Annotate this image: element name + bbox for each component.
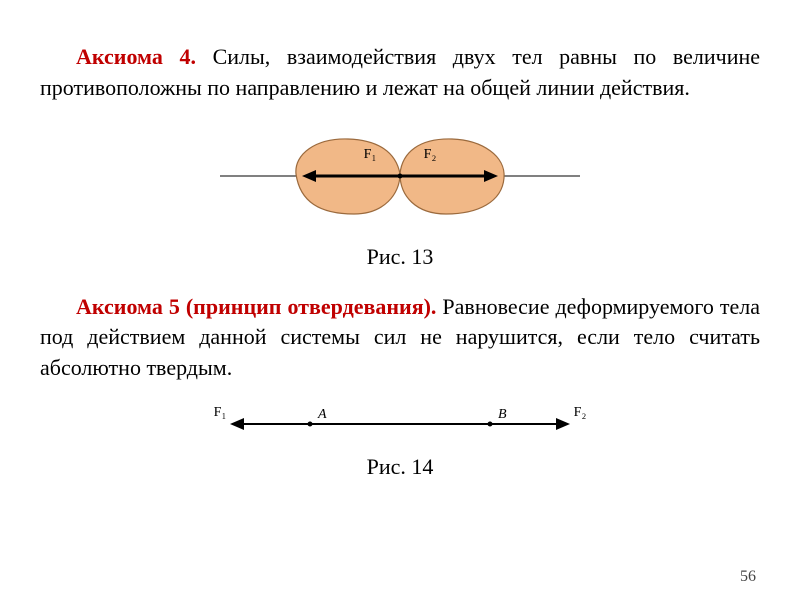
fig14-arrow-left-head bbox=[230, 418, 244, 430]
fig14-label-f1: F₁ bbox=[214, 405, 227, 420]
fig14-label-b: B bbox=[498, 407, 507, 422]
axiom4-paragraph: Аксиома 4. Силы, взаимодействия двух тел… bbox=[40, 42, 760, 104]
fig14-label-a: A bbox=[317, 407, 327, 422]
fig14-point-a bbox=[308, 421, 313, 426]
fig13-label-f1: F₁ bbox=[364, 147, 377, 162]
figure-13: F₁ F₂ bbox=[220, 116, 580, 236]
axiom5-title: Аксиома 5 (принцип отвердевания). bbox=[76, 294, 436, 319]
axiom5-paragraph: Аксиома 5 (принцип отвердевания). Равнов… bbox=[40, 292, 760, 384]
axiom4-title: Аксиома 4. bbox=[76, 44, 196, 69]
fig13-contact-point bbox=[398, 173, 403, 178]
fig14-point-b bbox=[488, 421, 493, 426]
page-number: 56 bbox=[740, 568, 756, 586]
fig13-caption: Рис. 13 bbox=[40, 244, 760, 270]
fig14-label-f2: F₂ bbox=[574, 405, 587, 420]
fig13-label-f2: F₂ bbox=[424, 147, 437, 162]
figure-14: A B F₁ F₂ bbox=[190, 396, 610, 446]
page-container: Аксиома 4. Силы, взаимодействия двух тел… bbox=[0, 0, 800, 516]
fig14-arrow-right-head bbox=[556, 418, 570, 430]
fig14-caption: Рис. 14 bbox=[40, 454, 760, 480]
